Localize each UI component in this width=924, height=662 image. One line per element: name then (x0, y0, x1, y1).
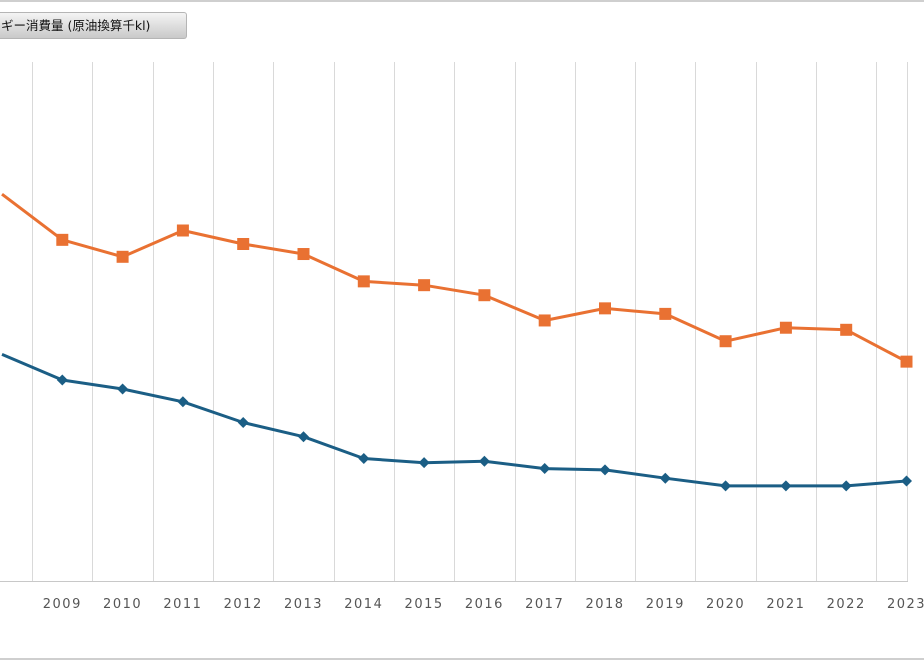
series-lines (1, 193, 908, 488)
y-axis-label: ギー消費量 (原油換算千kl) (0, 12, 187, 39)
series-1-marker (779, 321, 792, 334)
series-1-marker (297, 248, 310, 261)
x-tick-labels: 2009 2010 2011 2012 2013 2014 2015 2016 2017 2018… (43, 597, 924, 612)
x-tick-label: 2019 (646, 597, 685, 612)
x-tick-label: 2023 (887, 597, 924, 612)
series-1-marker (56, 233, 69, 246)
x-tick-label: 2009 (43, 597, 82, 612)
series-2-marker (659, 472, 671, 484)
series-1-marker (237, 237, 250, 250)
x-tick-label: 2013 (284, 597, 323, 612)
series-2-marker (720, 480, 732, 492)
series-2-marker (478, 455, 490, 467)
series-2-marker (56, 374, 68, 386)
series-2-marker (237, 417, 249, 429)
series-1-marker (116, 250, 129, 263)
x-tick-label: 2014 (344, 597, 383, 612)
series-line-2 (1, 353, 907, 488)
series-2-marker (358, 453, 370, 465)
series-line-1 (1, 193, 908, 363)
grid-lines (32, 62, 908, 581)
series-2-marker (418, 457, 430, 469)
x-tick-label: 2016 (465, 597, 504, 612)
series-2-marker (901, 475, 912, 487)
series-1-marker (840, 323, 853, 336)
series-1-marker (357, 275, 370, 288)
x-tick-label: 2012 (224, 597, 263, 612)
series-2-marker (177, 396, 189, 408)
series-2-marker (117, 383, 129, 395)
series-2-marker (539, 463, 551, 475)
series-1-marker (478, 289, 491, 302)
x-tick-label: 2022 (827, 597, 866, 612)
series-2-marker (780, 480, 792, 492)
series-2-marker (599, 464, 611, 476)
x-tick-label: 2021 (766, 597, 805, 612)
series-1-marker (176, 224, 189, 237)
series-2-marker (840, 480, 852, 492)
x-tick-label: 2017 (525, 597, 564, 612)
series-1-marker (659, 307, 672, 320)
series-1-marker (900, 355, 913, 368)
series-1-marker (719, 335, 732, 348)
x-tick-label: 2011 (163, 597, 202, 612)
x-tick-label: 2020 (706, 597, 745, 612)
series-markers (56, 224, 913, 492)
series-2-marker (298, 431, 309, 443)
series-1-marker (599, 302, 611, 315)
x-tick-label: 2015 (405, 597, 444, 612)
series-1-marker (538, 314, 551, 327)
x-tick-label: 2010 (103, 597, 142, 612)
series-1-marker (418, 279, 431, 292)
x-tick-label: 2018 (585, 597, 624, 612)
